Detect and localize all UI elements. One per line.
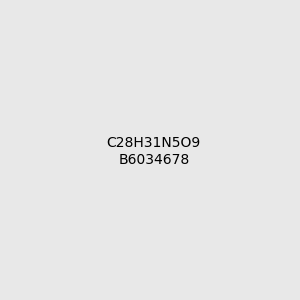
Text: C28H31N5O9
B6034678: C28H31N5O9 B6034678 [106,136,201,166]
